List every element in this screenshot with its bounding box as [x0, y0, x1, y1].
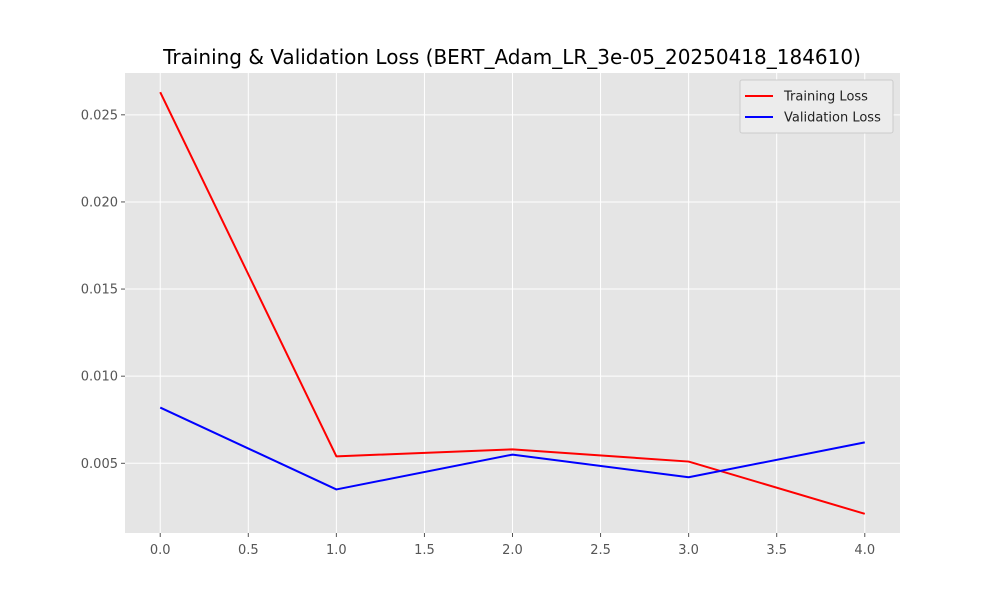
x-tick-label: 2.0: [502, 543, 523, 558]
x-tick-label: 1.5: [414, 543, 435, 558]
legend-box: [739, 79, 894, 134]
x-tick-label: 0.0: [150, 543, 171, 558]
x-tick-label: 0.5: [238, 543, 259, 558]
series-line-training-loss: [159, 91, 866, 515]
y-tick-label: 0.010: [81, 370, 118, 385]
x-tick-label: 3.0: [678, 543, 699, 558]
y-tick-label: 0.005: [81, 457, 118, 472]
x-tick-label: 3.5: [766, 543, 787, 558]
x-tick-label: 4.0: [854, 543, 875, 558]
y-tick-label: 0.015: [81, 283, 118, 298]
y-tick-label: 0.020: [81, 195, 118, 210]
axis-ticks: 0.0 0.5 1.0 1.5 2.0 2.5 3.0 3.5 4.0 0.005 0.010 0.0…: [81, 108, 875, 558]
legend-label: Validation Loss: [784, 111, 881, 126]
chart-title: Training & Validation Loss (BERT_Adam_LR…: [162, 45, 861, 69]
x-tick-label: 1.0: [326, 543, 347, 558]
series-lines: [159, 91, 866, 515]
grid-lines: [125, 73, 900, 533]
legend-label: Training Loss: [783, 90, 868, 105]
series-line-validation-loss: [159, 406, 865, 491]
x-tick-label: 2.5: [590, 543, 611, 558]
legend: Training Loss Validation Loss: [739, 79, 894, 134]
y-tick-label: 0.025: [81, 108, 118, 123]
